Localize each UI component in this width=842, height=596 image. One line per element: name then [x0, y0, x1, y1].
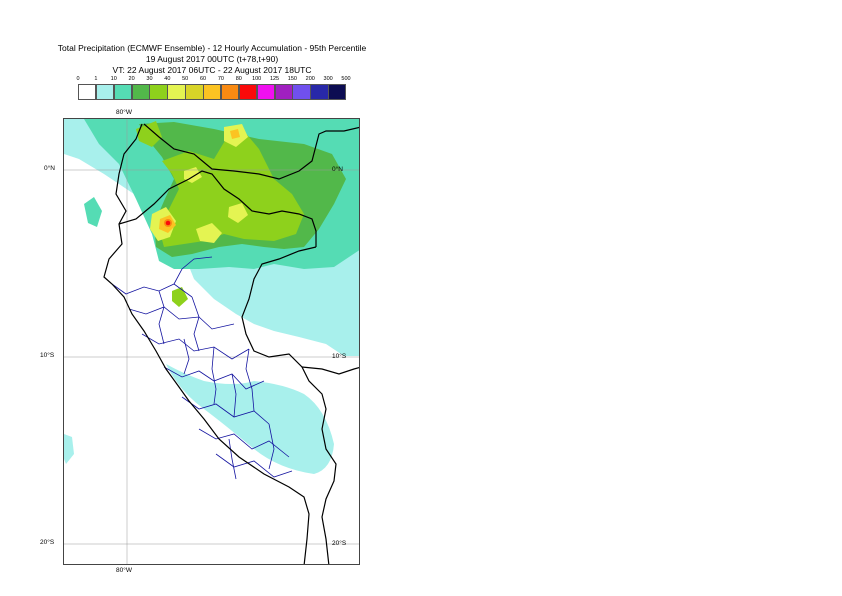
lat-label-10s-right: 10°S	[332, 353, 347, 360]
run-time-label: 19 August 2017 00UTC (t+78,t+90)	[145, 54, 279, 64]
precip-area-30-40	[136, 121, 162, 147]
legend-swatch	[310, 84, 329, 100]
legend-tick-label: 100	[252, 76, 262, 82]
legend-tick-label: 300	[323, 76, 333, 82]
region-borders	[111, 256, 293, 480]
legend-swatch	[256, 84, 276, 100]
colombia-border	[143, 123, 359, 180]
precip-area-1-10	[166, 364, 334, 474]
precip-area-40-50	[196, 223, 222, 243]
legend-swatch	[220, 84, 240, 100]
ecuador-border	[118, 170, 317, 247]
legend-tick-label: 150	[287, 76, 297, 82]
legend-tick-label: 10	[110, 76, 117, 82]
country-borders	[103, 123, 359, 564]
legend-swatch	[203, 84, 222, 100]
valid-time-label: VT: 22 August 2017 06UTC - 22 August 201…	[112, 65, 312, 75]
legend-tick-label: 125	[269, 76, 280, 82]
gridlines	[64, 119, 359, 564]
lat-label-0n-right: 0°N	[332, 166, 343, 173]
color-scale-legend: 0 1 10 20 30 40 50 60 70 80 100 125 150 200 300 500	[76, 76, 351, 102]
legend-swatch	[149, 84, 168, 100]
legend-tick-label: 200	[305, 76, 315, 82]
legend-tick-label: 50	[182, 76, 189, 82]
legend-swatch	[185, 84, 204, 100]
precip-area-60-70	[230, 129, 240, 139]
legend-swatch	[95, 84, 115, 100]
lat-label-10s-left: 10°S	[40, 352, 55, 359]
legend-swatch	[292, 84, 311, 100]
legend-tick-label: 1	[94, 76, 98, 82]
legend-tick-label: 0	[76, 76, 80, 82]
legend-tick-label: 80	[235, 76, 242, 82]
lat-label-20s-left: 20°S	[40, 539, 55, 546]
precip-area-1-10	[64, 434, 74, 464]
map-canvas	[64, 119, 359, 564]
legend-tick-label: 20	[128, 76, 135, 82]
lon-label-80w-bottom: 80°W	[116, 567, 132, 574]
precip-area-40-50	[228, 203, 248, 223]
legend-swatch	[167, 84, 186, 100]
legend-tick-label: 60	[200, 76, 207, 82]
precip-max-100	[165, 220, 171, 226]
legend-swatch	[78, 84, 97, 100]
legend-tick-label: 500	[341, 76, 351, 82]
map-title: Total Precipitation (ECMWF Ensemble) - 1…	[57, 43, 367, 53]
legend-tick-label: 30	[146, 76, 153, 82]
legend-tick-label: 70	[217, 76, 224, 82]
coastline	[103, 123, 310, 564]
lon-label-80w-top: 80°W	[116, 109, 132, 116]
legend-swatch	[274, 84, 293, 100]
legend-swatch	[113, 84, 133, 100]
lat-label-0n-left: 0°N	[44, 165, 55, 172]
precip-area-30-40	[172, 287, 188, 307]
legend-swatch	[238, 84, 258, 100]
precipitation-map: 0°N 10°S 20°S	[63, 118, 360, 565]
lat-label-20s-right: 20°S	[332, 540, 347, 547]
precip-area-10-20	[84, 197, 102, 227]
brazil-bolivia-border	[301, 366, 359, 375]
legend-tick-label: 40	[164, 76, 171, 82]
legend-swatch	[131, 84, 150, 100]
precip-area-30-40	[159, 131, 304, 247]
legend-swatch	[328, 84, 347, 100]
